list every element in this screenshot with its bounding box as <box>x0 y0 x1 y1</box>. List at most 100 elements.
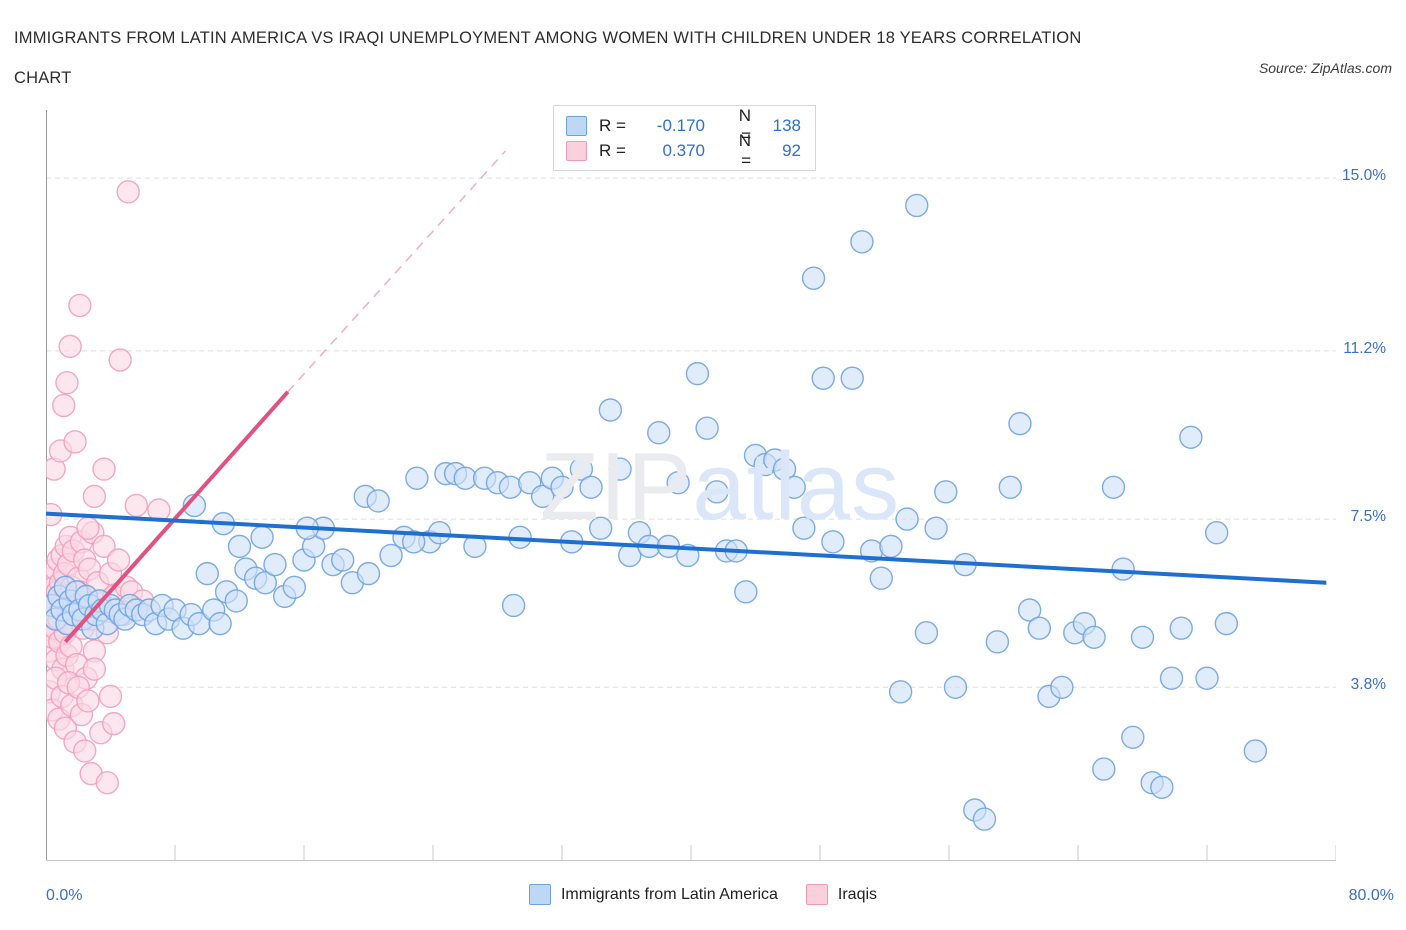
data-point <box>263 552 287 577</box>
data-point <box>934 480 958 504</box>
data-point <box>253 571 278 595</box>
r-label-pink: R = <box>599 140 626 160</box>
data-point <box>772 457 797 481</box>
data-point <box>52 393 76 418</box>
data-point <box>73 739 97 763</box>
data-point <box>734 580 758 604</box>
y-axis-tick-label: 3.8% <box>1350 676 1386 694</box>
data-point <box>356 561 381 586</box>
data-point <box>943 675 968 699</box>
data-point <box>579 475 603 499</box>
n-label-blue: N = <box>738 105 751 145</box>
data-point <box>608 457 632 481</box>
y-axis-tick-label: 15.0% <box>1342 167 1386 185</box>
data-point <box>895 507 919 531</box>
data-point <box>1204 521 1229 545</box>
data-point <box>869 566 893 590</box>
data-point <box>1195 666 1219 690</box>
data-point <box>589 516 613 540</box>
data-point <box>1179 425 1203 449</box>
pink-trendline <box>63 390 290 644</box>
source-label: Source: ZipAtlas.com <box>1258 60 1392 76</box>
data-point <box>1017 598 1042 622</box>
data-point <box>840 366 864 390</box>
data-point <box>124 493 149 518</box>
data-point <box>92 457 116 481</box>
data-point <box>985 630 1010 654</box>
data-point <box>208 611 232 636</box>
y-axis-tick-label: 7.5% <box>1350 508 1386 526</box>
data-point <box>1050 675 1074 699</box>
data-point <box>1150 775 1174 799</box>
data-point <box>530 484 555 509</box>
plot-canvas <box>46 110 1336 861</box>
data-point <box>331 548 355 572</box>
legend-item-immigrants[interactable]: Immigrants from Latin America <box>528 884 778 905</box>
data-point <box>888 680 913 704</box>
data-point <box>58 334 82 359</box>
data-point <box>95 771 119 795</box>
data-point <box>998 475 1022 499</box>
data-point <box>1082 625 1106 649</box>
legend-swatch-blue-icon <box>528 884 551 905</box>
pink-trendline-extension <box>287 150 507 393</box>
blue-trendline <box>46 511 1327 585</box>
data-point <box>1243 739 1268 763</box>
stats-row-pink: R = 0.370 N = 92 <box>566 131 801 170</box>
data-point <box>811 366 835 390</box>
stats-row-blue: R = -0.170 N = 138 <box>566 106 801 145</box>
data-point <box>879 534 903 559</box>
legend-label-iraqis: Iraqis <box>837 885 878 903</box>
data-point <box>1159 666 1184 690</box>
data-point <box>102 711 126 736</box>
r-value-blue: -0.170 <box>656 115 705 135</box>
data-point <box>792 516 816 540</box>
data-point <box>1130 625 1155 649</box>
legend-swatch-pink-icon <box>805 884 828 905</box>
data-point <box>550 475 574 499</box>
data-point <box>55 371 79 395</box>
data-point <box>405 466 429 490</box>
series-swatch-blue-icon <box>566 115 587 136</box>
data-point <box>972 807 997 831</box>
n-label-pink: N = <box>738 130 751 170</box>
data-point <box>227 534 252 559</box>
data-point <box>401 530 426 554</box>
data-point <box>914 621 939 645</box>
data-point <box>1111 557 1135 581</box>
blue-data-points <box>46 193 1268 831</box>
data-point <box>850 230 874 254</box>
data-point <box>782 475 806 499</box>
data-point <box>666 471 690 495</box>
data-point <box>1101 475 1126 499</box>
data-point <box>685 361 710 386</box>
data-point <box>1169 616 1193 640</box>
x-axis-max-label: 80.0% <box>1348 887 1394 904</box>
data-point <box>1027 616 1051 640</box>
n-value-pink: 92 <box>782 140 801 160</box>
data-point <box>801 266 826 290</box>
data-point <box>647 421 671 445</box>
data-point <box>98 684 123 709</box>
page-title: IMMIGRANTS FROM LATIN AMERICA VS IRAQI U… <box>14 29 1082 87</box>
data-point <box>705 480 729 504</box>
series-swatch-pink-icon <box>566 140 587 161</box>
x-axis-ticks <box>46 845 1336 860</box>
data-point <box>82 484 107 509</box>
trend-lines <box>46 150 1327 644</box>
data-point <box>108 348 132 372</box>
data-point <box>1121 725 1145 749</box>
data-point <box>224 589 248 613</box>
legend-item-iraqis[interactable]: Iraqis <box>805 884 878 905</box>
data-point <box>76 516 100 540</box>
r-label-blue: R = <box>599 115 626 135</box>
data-point <box>282 575 307 599</box>
gridlines <box>46 177 1336 688</box>
data-point <box>82 657 107 681</box>
data-point <box>598 398 623 422</box>
data-point <box>76 689 100 713</box>
data-point <box>63 430 87 454</box>
data-point <box>498 475 523 499</box>
r-value-pink: 0.370 <box>662 140 705 160</box>
data-point <box>924 516 948 540</box>
